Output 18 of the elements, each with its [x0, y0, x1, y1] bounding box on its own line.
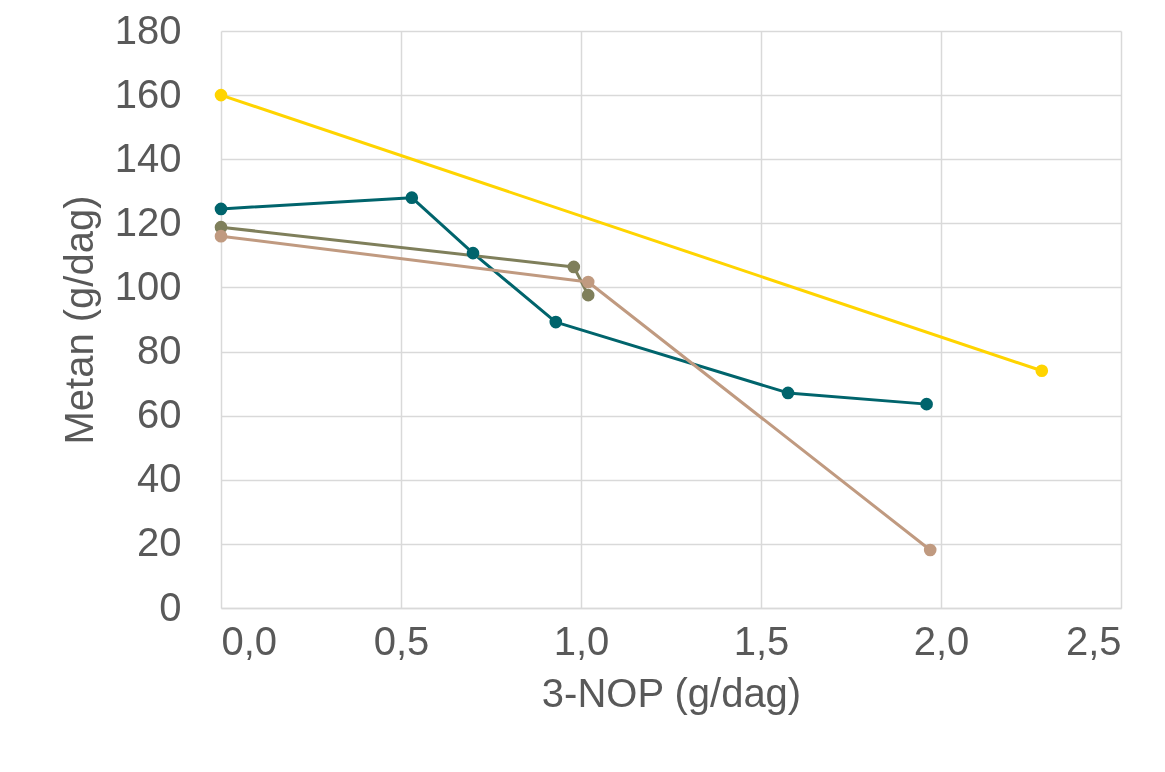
y-tick-label: 20: [137, 520, 182, 565]
y-tick-label: 160: [114, 71, 182, 116]
y-tick-label: 180: [114, 7, 182, 52]
y-tick-label: 100: [114, 263, 182, 308]
x-tick-label: 1,5: [733, 618, 790, 663]
y-tick-label: 140: [114, 135, 182, 180]
x-tick-label: 0,0: [221, 618, 278, 663]
x-tick-label: 2,5: [1065, 618, 1122, 663]
y-tick-label: 60: [137, 392, 182, 437]
x-tick-label: 1,0: [553, 618, 610, 663]
x-axis-title: 3-NOP (g/dag): [541, 670, 802, 715]
y-tick-label: 120: [114, 199, 182, 244]
x-tick-label: 2,0: [913, 618, 970, 663]
x-tick-label: 0,5: [373, 618, 430, 663]
y-axis-title: Metan (g/dag): [56, 195, 101, 445]
y-tick-label: 40: [137, 456, 182, 501]
y-tick-label: 80: [137, 328, 182, 373]
y-tick-label: 0: [159, 584, 182, 629]
